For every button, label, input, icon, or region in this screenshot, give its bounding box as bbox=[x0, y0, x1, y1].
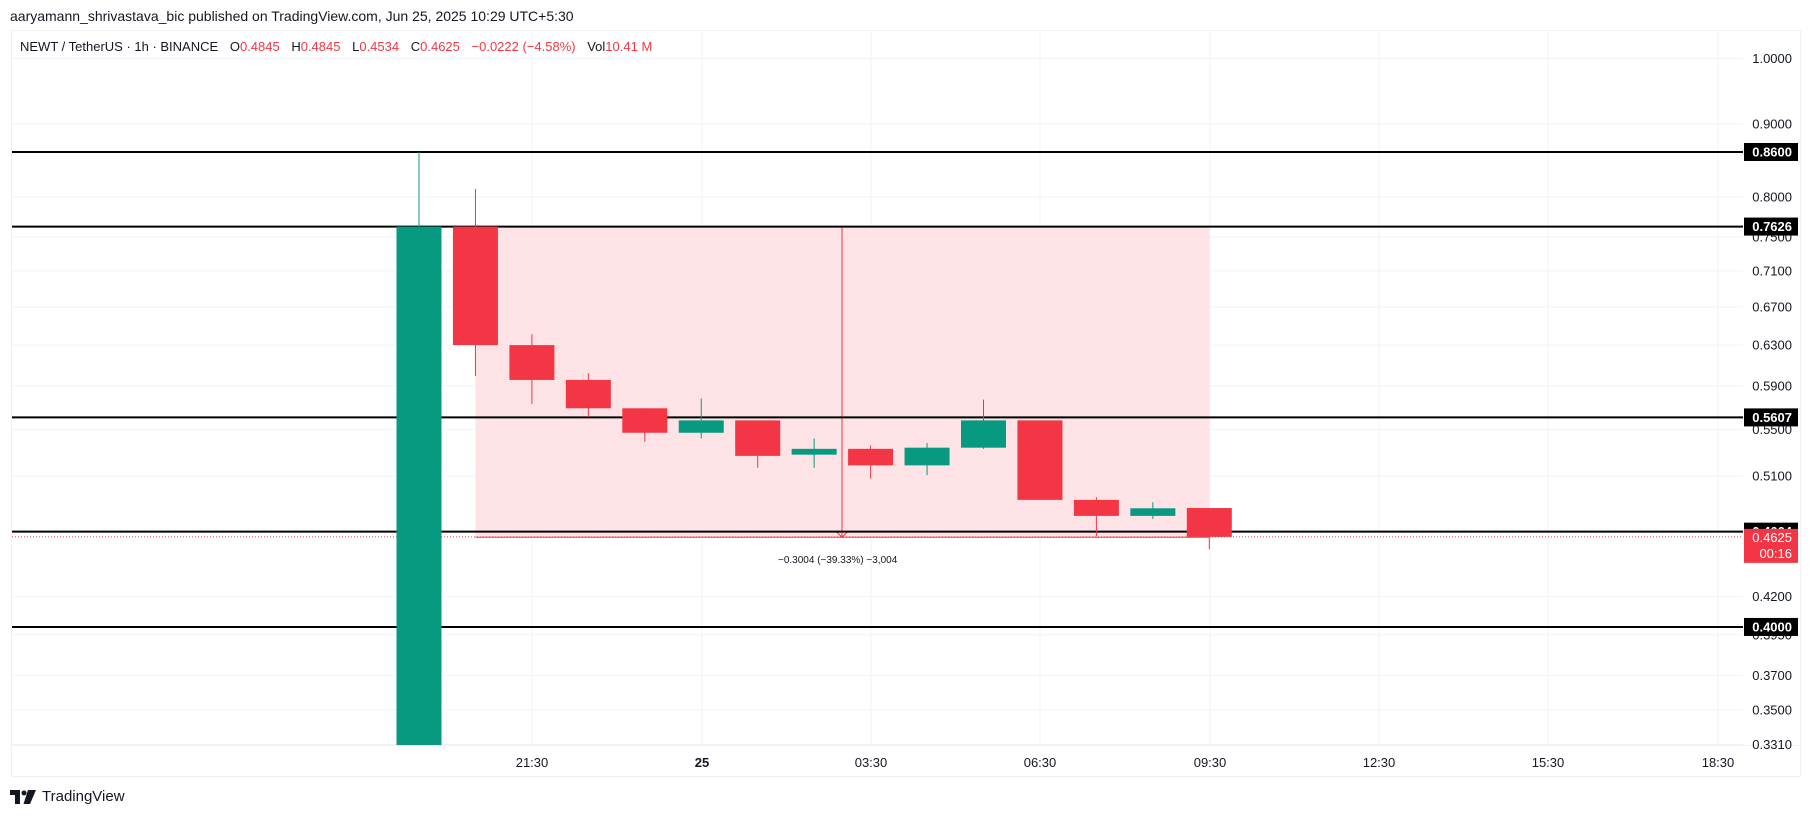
time-axis[interactable]: 21:30 25 03:30 06:30 09:30 12:30 15:30 18:30 bbox=[516, 755, 1735, 770]
price-axis[interactable]: 1.00000.90000.80000.75000.71000.67000.63… bbox=[1744, 51, 1798, 752]
volume-value: 10.41 M bbox=[605, 39, 653, 54]
candle[interactable] bbox=[452, 188, 498, 376]
time-tick-label: 12:30 bbox=[1363, 755, 1396, 770]
time-tick-label: 21:30 bbox=[516, 755, 549, 770]
symbol-title[interactable]: NEWT / TetherUS · 1h · BINANCE bbox=[20, 39, 219, 54]
published-line: aaryamann_shrivastava_bic published on T… bbox=[10, 8, 574, 24]
time-tick-label: 06:30 bbox=[1024, 755, 1057, 770]
price-tick-label: 0.8000 bbox=[1752, 189, 1792, 204]
change-value: −0.0222 (−4.58%) bbox=[471, 39, 576, 54]
price-tick-label: 1.0000 bbox=[1752, 51, 1792, 66]
countdown-label: 00:16 bbox=[1759, 546, 1792, 561]
line-price-label: 0.7626 bbox=[1752, 219, 1792, 234]
close-value: 0.4625 bbox=[420, 39, 460, 54]
candle[interactable] bbox=[678, 398, 724, 439]
last-price-badge bbox=[1744, 528, 1798, 563]
volume-label: Vol bbox=[587, 39, 606, 54]
candle[interactable] bbox=[1186, 508, 1232, 550]
line-price-label: 0.5607 bbox=[1752, 410, 1792, 425]
tradingview-logo[interactable]: TradingView bbox=[10, 788, 125, 805]
line-price-badge bbox=[1744, 617, 1798, 636]
low-value: 0.4534 bbox=[359, 39, 400, 54]
close-label: C bbox=[410, 39, 421, 54]
time-tick-label: 09:30 bbox=[1194, 755, 1227, 770]
time-tick-label: 15:30 bbox=[1532, 755, 1565, 770]
price-tick-label: 0.5100 bbox=[1752, 469, 1792, 484]
symbol-legend: NEWT / TetherUS · 1h · BINANCE O0.4845 H… bbox=[20, 39, 652, 54]
price-tick-label: 0.4200 bbox=[1752, 589, 1792, 604]
low-label: L bbox=[352, 39, 360, 54]
price-tick-label: 0.9000 bbox=[1752, 116, 1792, 131]
candle[interactable] bbox=[848, 445, 894, 479]
line-price-label: 0.4000 bbox=[1752, 619, 1792, 634]
candle[interactable] bbox=[565, 373, 611, 418]
candle[interactable] bbox=[622, 408, 668, 442]
candle[interactable] bbox=[1073, 497, 1119, 537]
candle[interactable] bbox=[961, 399, 1006, 449]
candle[interactable] bbox=[1017, 420, 1063, 500]
tradingview-logo-icon bbox=[10, 789, 36, 804]
candle[interactable] bbox=[904, 443, 950, 475]
time-tick-label: 18:30 bbox=[1702, 755, 1735, 770]
price-tick-label: 0.6300 bbox=[1752, 338, 1792, 353]
price-tick-label: 0.3700 bbox=[1752, 668, 1792, 683]
line-price-badge bbox=[1744, 142, 1798, 161]
price-tick-label: 0.6700 bbox=[1752, 299, 1792, 314]
candle[interactable] bbox=[396, 151, 442, 746]
open-value: 0.4845 bbox=[239, 39, 280, 54]
line-price-label: 0.8600 bbox=[1752, 144, 1792, 159]
high-value: 0.4845 bbox=[300, 39, 341, 54]
price-tick-label: 0.5900 bbox=[1752, 378, 1792, 393]
candle[interactable] bbox=[1130, 502, 1176, 520]
candle[interactable] bbox=[509, 334, 555, 404]
line-price-badge bbox=[1744, 217, 1798, 236]
price-tick-label: 0.7100 bbox=[1752, 263, 1792, 278]
open-label: O bbox=[229, 39, 240, 54]
last-price-label: 0.4625 bbox=[1752, 530, 1792, 545]
price-tick-label: 0.3500 bbox=[1752, 702, 1792, 717]
measure-label: −0.3004 (−39.33%) −3,004 bbox=[778, 555, 898, 566]
line-price-badge bbox=[1744, 408, 1798, 427]
time-tick-label: 03:30 bbox=[855, 755, 888, 770]
tradingview-logo-text: TradingView bbox=[42, 788, 125, 805]
candle[interactable] bbox=[791, 438, 837, 468]
price-tick-label: 0.3310 bbox=[1752, 737, 1792, 752]
candle[interactable] bbox=[735, 420, 781, 468]
time-tick-label: 25 bbox=[695, 755, 709, 770]
candles bbox=[396, 151, 1232, 746]
high-label: H bbox=[291, 39, 301, 54]
